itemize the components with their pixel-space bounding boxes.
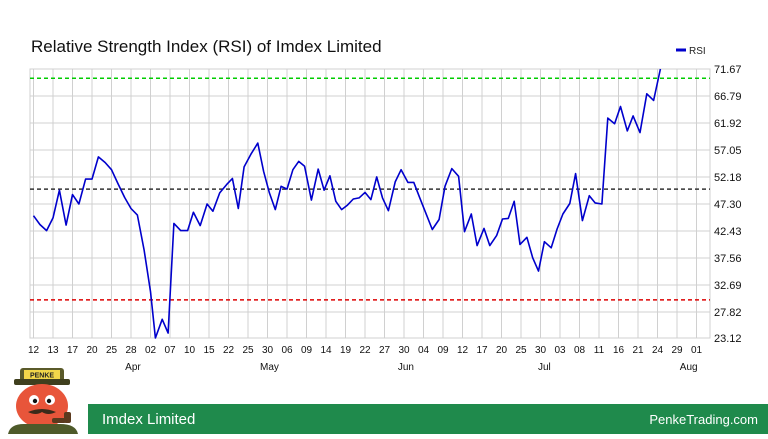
y-tick-label: 47.30 [714,199,742,211]
x-tick-label: 22 [223,345,235,356]
footer-bar: Imdex Limited PenkeTrading.com [88,404,768,434]
grid-layer [29,68,711,339]
footer-site-link[interactable]: PenkeTrading.com [649,412,758,427]
x-tick-label: 14 [320,345,332,356]
x-tick-label: 30 [535,345,547,356]
y-tick-label: 52.18 [714,172,742,184]
x-axis-ticks: 12 13 17 20 25 28 02 07 10 15 22 25 30 06 09 14 19 22 27 30… [28,345,703,356]
x-tick-label: 25 [515,345,527,356]
x-tick-label: 07 [164,345,176,356]
plot-border [29,68,711,339]
x-tick-label: 02 [145,345,157,356]
rsi-chart: 71.67 66.79 61.92 57.05 52.18 47.30 42.43 37.56… [28,46,742,373]
legend: RSI [676,46,706,57]
x-tick-label: 27 [379,345,391,356]
x-tick-label: 25 [106,345,118,356]
y-tick-label: 27.82 [714,307,742,319]
x-tick-label: 03 [554,345,566,356]
x-tick-label: 20 [496,345,508,356]
month-label: Jul [538,362,551,373]
x-tick-label: 13 [47,345,59,356]
legend-label-rsi: RSI [689,46,706,57]
y-tick-label: 66.79 [714,91,742,103]
y-axis-ticks: 71.67 66.79 61.92 57.05 52.18 47.30 42.43 37.56… [714,64,742,345]
x-tick-label: 01 [691,345,703,356]
x-tick-label: 24 [652,345,664,356]
month-label: Apr [125,362,141,373]
x-tick-label: 30 [398,345,410,356]
footer-company-name: Imdex Limited [102,411,196,428]
x-tick-label: 04 [418,345,430,356]
y-tick-label: 42.43 [714,226,742,238]
month-label: Jun [398,362,414,373]
y-tick-label: 61.92 [714,118,742,130]
x-tick-label: 11 [594,345,605,356]
x-tick-label: 17 [67,345,79,356]
x-tick-label: 15 [203,345,215,356]
x-tick-label: 28 [125,345,137,356]
month-label: May [260,362,279,373]
x-tick-label: 12 [28,345,40,356]
x-tick-label: 06 [281,345,293,356]
x-tick-label: 10 [184,345,196,356]
x-tick-label: 29 [671,345,683,356]
y-tick-label: 32.69 [714,280,742,292]
reference-lines [30,77,710,301]
series-line-rsi [32,68,662,339]
month-labels: Apr May Jun Jul Aug [125,362,697,373]
month-label: Aug [680,362,698,373]
x-tick-label: 30 [262,345,274,356]
penke-mascot-icon: PENKE [0,366,88,434]
x-tick-label: 25 [242,345,254,356]
x-tick-label: 09 [437,345,449,356]
y-tick-label: 57.05 [714,145,742,157]
x-tick-label: 17 [476,345,488,356]
x-tick-label: 21 [632,345,644,356]
x-tick-label: 22 [359,345,371,356]
x-tick-label: 12 [457,345,469,356]
x-tick-label: 09 [301,345,313,356]
x-tick-label: 20 [86,345,98,356]
svg-text:PENKE: PENKE [30,373,54,380]
series-layer [32,68,662,339]
x-tick-label: 16 [613,345,625,356]
x-tick-label: 08 [574,345,586,356]
y-tick-label: 37.56 [714,253,742,265]
y-tick-label: 71.67 [714,64,742,76]
x-tick-label: 19 [340,345,352,356]
chart-title: Relative Strength Index (RSI) of Imdex L… [31,37,382,56]
y-tick-label: 23.12 [714,333,742,345]
